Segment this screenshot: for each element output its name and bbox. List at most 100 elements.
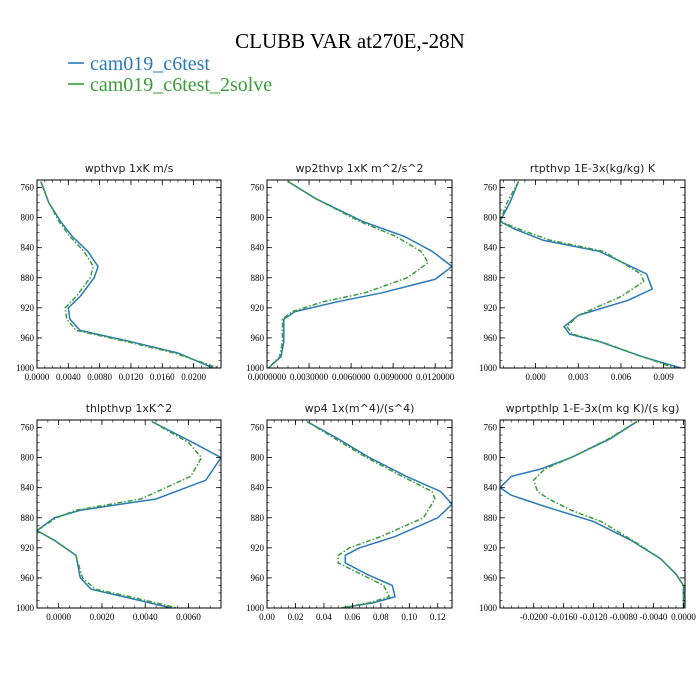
x-tick-label: 0.0160 — [150, 372, 175, 382]
series-line-c6test — [500, 420, 685, 608]
y-tick-label: 800 — [484, 453, 498, 463]
y-tick-label: 960 — [21, 573, 35, 583]
panel-wp2thvp: wp2thvp 1xK m^2/s^2 760 800 840 880 920 960 100… — [246, 162, 455, 382]
x-tick-label: 0.04 — [316, 612, 332, 622]
series-line-c6test — [40, 181, 214, 368]
x-tick-label: 0.0000 — [46, 612, 71, 622]
series-line-c6test-2solve — [306, 420, 436, 608]
series-line-c6test — [306, 420, 452, 608]
x-tick-label: 0.0040 — [133, 612, 158, 622]
panel-title: wpthvp 1xK m/s — [85, 162, 174, 175]
y-tick-label: 1000 — [16, 603, 35, 613]
y-tick-label: 800 — [21, 213, 35, 223]
y-tick-label: 880 — [251, 273, 265, 283]
series-line-c6test-2solve — [37, 420, 203, 608]
x-tick-label: 0.02 — [288, 612, 304, 622]
legend-label-c6test-2solve: cam019_c6test_2solve — [90, 74, 272, 96]
y-tick-label: 840 — [484, 483, 498, 493]
y-tick-label: 960 — [484, 333, 498, 343]
y-tick-label: 960 — [21, 333, 35, 343]
x-tick-label: 0.0090000 — [374, 372, 413, 382]
y-tick-label: 1000 — [246, 363, 265, 373]
x-tick-label: 0.0120000 — [416, 372, 455, 382]
series-line-c6test-2solve — [267, 180, 430, 368]
panel-wpthvp: wpthvp 1xK m/s76080084088092096010000.00… — [16, 162, 222, 382]
y-tick-label: 920 — [251, 303, 265, 313]
y-tick-label: 920 — [21, 303, 35, 313]
x-tick-label: 0.00 — [259, 612, 275, 622]
x-tick-label: -0.0200 — [520, 612, 548, 622]
panel-title: rtpthvp 1E-3x(kg/kg) K — [530, 162, 656, 175]
y-tick-label: 880 — [251, 513, 265, 523]
plot-frame — [499, 179, 686, 369]
y-tick-label: 920 — [21, 543, 35, 553]
y-tick-label: 1000 — [246, 603, 265, 613]
y-tick-label: 840 — [251, 243, 265, 253]
y-tick-label: 840 — [21, 243, 35, 253]
plot-frame — [266, 179, 453, 369]
x-tick-label: -0.0080 — [610, 612, 638, 622]
y-tick-label: 800 — [251, 213, 265, 223]
y-tick-label: 760 — [251, 423, 265, 433]
panel-wp4: wp4 1x(m^4)/(s^4)76080084088092096010000… — [246, 402, 453, 622]
x-tick-label: 0.08 — [373, 612, 389, 622]
y-tick-label: 920 — [484, 543, 498, 553]
x-tick-label: 0.0200 — [181, 372, 206, 382]
series-line-c6test-2solve — [532, 420, 685, 608]
y-tick-label: 840 — [21, 483, 35, 493]
y-tick-label: 800 — [251, 453, 265, 463]
figure-title: CLUBB VAR at270E,-28N — [235, 29, 465, 53]
x-tick-label: 0.0080 — [87, 372, 112, 382]
y-tick-label: 880 — [21, 273, 35, 283]
legend: cam019_c6test cam019_c6test_2solve — [68, 53, 272, 96]
y-tick-label: 880 — [484, 513, 498, 523]
x-tick-label: 0.0120 — [119, 372, 144, 382]
plot-frame — [36, 179, 222, 369]
panel-wprtpthlp: wprtpthlp 1-E-3x(m kg K)/(s kg) 760 800 840… — [479, 402, 696, 622]
y-tick-label: 800 — [21, 453, 35, 463]
y-tick-label: 880 — [484, 273, 498, 283]
x-tick-label: 0.0060 — [176, 612, 201, 622]
y-tick-label: 920 — [484, 303, 498, 313]
y-tick-label: 1000 — [479, 363, 498, 373]
panel-rtpthvp: rtpthvp 1E-3x(kg/kg) K 760 800 840 880 920 960… — [479, 162, 686, 382]
plot-frame — [36, 419, 222, 609]
x-tick-label: 0.0060000 — [332, 372, 371, 382]
panel-title: thlpthvp 1xK^2 — [86, 402, 173, 415]
series-line-c6test — [267, 180, 452, 368]
x-tick-label: 0.0000 — [671, 612, 696, 622]
x-tick-label: -0.0120 — [580, 612, 608, 622]
y-tick-label: 760 — [21, 423, 35, 433]
y-tick-label: 800 — [484, 213, 498, 223]
y-tick-label: 840 — [484, 243, 498, 253]
y-tick-label: 840 — [251, 483, 265, 493]
panel-thlpthvp: thlpthvp 1xK^2 760 800 840 880 920 960 1000 0.00… — [16, 402, 222, 622]
y-tick-label: 880 — [21, 513, 35, 523]
y-tick-label: 960 — [484, 573, 498, 583]
y-tick-label: 960 — [251, 573, 265, 583]
y-tick-label: 960 — [251, 333, 265, 343]
y-tick-label: 1000 — [16, 363, 35, 373]
legend-label-c6test: cam019_c6test — [90, 53, 210, 75]
panel-title: wp2thvp 1xK m^2/s^2 — [295, 162, 423, 175]
panel-title: wprtpthlp 1-E-3x(m kg K)/(s kg) — [506, 402, 680, 415]
x-tick-label: 0.0000000 — [248, 372, 287, 382]
x-tick-label: 0.000 — [525, 372, 546, 382]
y-tick-label: 920 — [251, 543, 265, 553]
y-tick-label: 760 — [484, 183, 498, 193]
x-tick-label: 0.003 — [568, 372, 589, 382]
x-tick-label: -0.0040 — [640, 612, 668, 622]
x-tick-label: 0.0030000 — [290, 372, 329, 382]
series-line-c6test-2solve — [500, 181, 676, 368]
y-tick-label: 760 — [251, 183, 265, 193]
x-tick-label: 0.006 — [611, 372, 632, 382]
x-tick-label: 0.12 — [430, 612, 446, 622]
x-tick-label: -0.0160 — [550, 612, 578, 622]
y-tick-label: 760 — [484, 423, 498, 433]
x-tick-label: 0.0040 — [56, 372, 81, 382]
series-line-c6test — [37, 420, 221, 608]
x-tick-label: 0.06 — [345, 612, 361, 622]
x-tick-label: 0.009 — [654, 372, 675, 382]
panel-title: wp4 1x(m^4)/(s^4) — [305, 402, 415, 415]
